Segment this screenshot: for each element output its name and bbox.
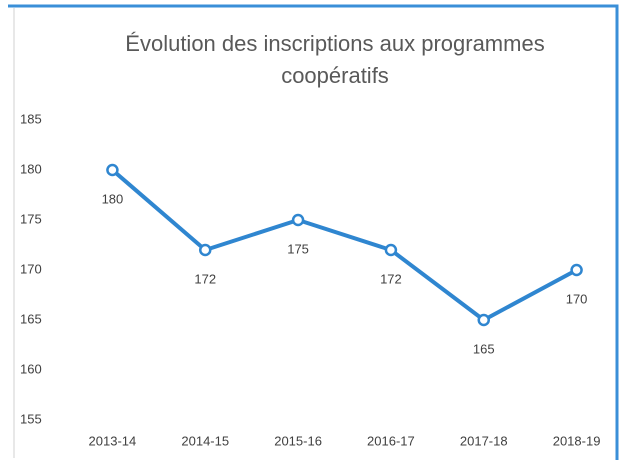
y-tick-label: 160 (20, 361, 42, 376)
data-label: 180 (102, 191, 124, 206)
frame-border (8, 4, 619, 460)
point (477, 313, 490, 327)
chart-title: Évolution des inscriptions aux programme… (125, 31, 545, 88)
data-label: 172 (194, 271, 216, 286)
data-label: 165 (473, 341, 495, 356)
y-tick-label: 175 (20, 211, 42, 226)
point (106, 163, 119, 177)
point (291, 213, 305, 227)
y-tick-label: 155 (20, 411, 42, 426)
point (570, 263, 583, 277)
data-label: 172 (380, 271, 402, 286)
point (199, 243, 212, 257)
x-tick-label: 2017-18 (460, 433, 508, 448)
x-tick-label: 2013-14 (89, 433, 137, 448)
data-label: 175 (287, 241, 309, 256)
data-label: 170 (566, 291, 588, 306)
y-tick-label: 165 (20, 311, 42, 326)
y-tick-label: 185 (20, 111, 42, 126)
y-tick-label: 170 (20, 261, 42, 276)
x-tick-label: 2015-16 (274, 433, 322, 448)
line (111, 168, 578, 322)
x-tick-label: 2016-17 (367, 433, 415, 448)
y-tick-label: 180 (20, 161, 42, 176)
x-tick-label: 2018-19 (553, 433, 601, 448)
point (384, 243, 398, 257)
x-tick-label: 2014-15 (181, 433, 229, 448)
